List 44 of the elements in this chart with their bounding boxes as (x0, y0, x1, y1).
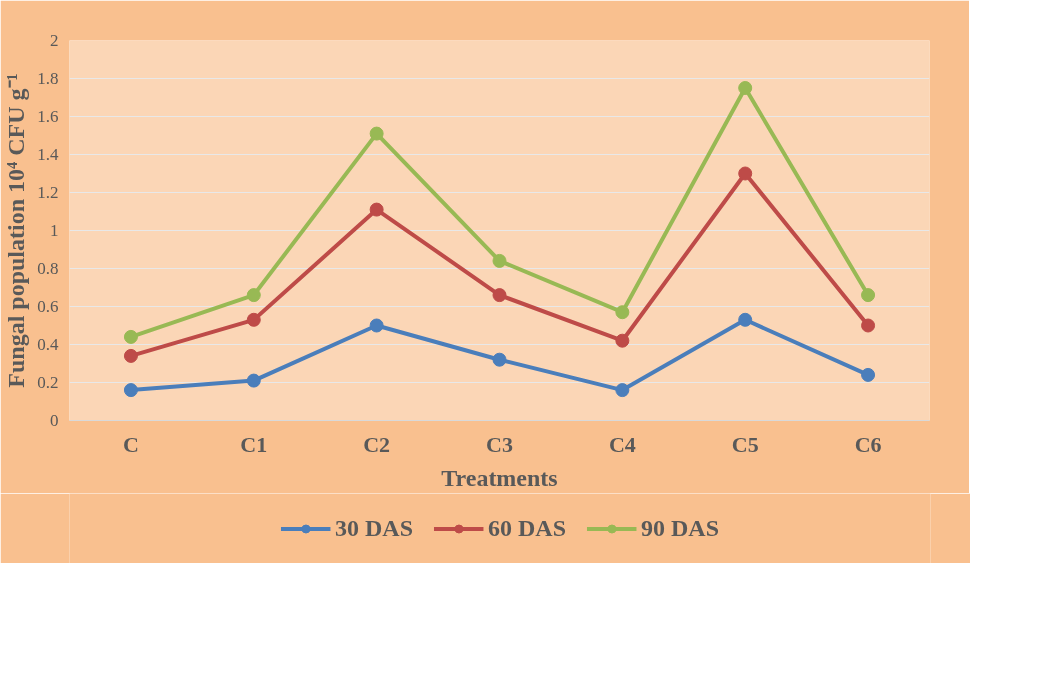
x-tick-label: C2 (363, 431, 391, 457)
y-tick-label: 1.8 (37, 69, 59, 88)
legend-label: 60 DAS (487, 514, 567, 542)
x-tick-label: C3 (486, 431, 513, 457)
point (615, 305, 630, 320)
point (492, 352, 507, 367)
point (246, 288, 261, 303)
x-tick-label: C4 (608, 431, 636, 457)
y-tick-label: 0.6 (37, 297, 59, 316)
y-tick-label: 1.6 (37, 107, 59, 126)
point (615, 333, 630, 348)
point (123, 383, 138, 398)
point (369, 202, 384, 217)
point (861, 367, 876, 382)
y-tick-label: 2 (50, 31, 59, 50)
x-tick-label: C5 (731, 431, 759, 457)
point (738, 166, 753, 181)
point (246, 373, 261, 388)
y-tick-label: 1 (50, 221, 59, 240)
y-tick-label: 0 (50, 411, 59, 430)
point (738, 312, 753, 327)
point (861, 288, 876, 303)
y-tick-label: 0.4 (37, 335, 59, 354)
point (861, 318, 876, 333)
x-axis-title: Treatments (441, 464, 558, 491)
y-axis-title: Fungal population 10⁴ CFU g⁻¹ (3, 73, 30, 388)
y-tick-label: 1.4 (37, 145, 59, 164)
point (492, 253, 507, 268)
point (246, 312, 261, 327)
point (123, 348, 138, 363)
y-tick-label: 0.8 (37, 259, 59, 278)
point (615, 383, 630, 398)
point (738, 81, 753, 95)
x-tick-label: C1 (240, 431, 268, 457)
x-tick-label: C6 (854, 431, 882, 457)
y-tick-label: 0.2 (37, 373, 59, 392)
legend-label: 30 DAS (334, 514, 413, 542)
point (492, 288, 507, 303)
y-tick-label: 1.2 (37, 183, 59, 202)
point (123, 329, 138, 344)
point (369, 126, 384, 141)
x-tick-label: C (122, 431, 139, 457)
point (369, 318, 384, 333)
legend-label: 90 DAS (641, 514, 720, 542)
